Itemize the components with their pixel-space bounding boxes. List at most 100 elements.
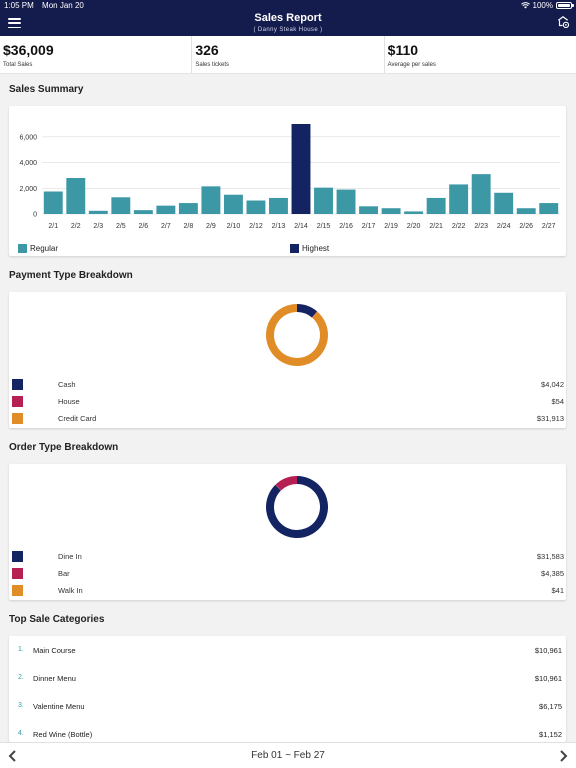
category-value: $6,175 — [539, 702, 562, 711]
bar-2/1 — [43, 191, 63, 214]
battery-percent: 100% — [532, 1, 553, 10]
x-tick-label: 2/12 — [249, 223, 263, 230]
bar-2/6 — [133, 210, 153, 214]
wifi-icon — [520, 2, 530, 9]
payment-row-house: House $54 — [9, 393, 566, 410]
date-range-label[interactable]: Feb 01 ~ Feb 27 — [251, 750, 325, 761]
donut-slice-credit-card — [266, 304, 328, 366]
x-tick-label: 2/20 — [407, 223, 421, 230]
x-tick-label: 2/10 — [227, 223, 241, 230]
legend-label-regular: Regular — [30, 244, 59, 253]
donut-slice-bar — [275, 476, 298, 491]
legend-regular: Regular — [18, 244, 58, 253]
x-tick-label: 2/2 — [71, 223, 81, 230]
payment-breakdown-heading: Payment Type Breakdown — [9, 270, 133, 281]
summary-stats: $36,009 Total Sales 326 Sales tickets $1… — [0, 36, 576, 74]
order-label: Bar — [58, 569, 70, 578]
category-value: $10,961 — [534, 646, 562, 655]
x-tick-label: 2/21 — [429, 223, 443, 230]
sales-summary-card: 0 2,000 4,000 6,000 2/1 2/2 2/3 2/5 2/6 2/7 2/8 2/9… — [9, 106, 566, 256]
category-rank: 4. — [18, 730, 24, 737]
x-tick-label: 2/14 — [294, 223, 308, 230]
bar-2/23 — [471, 174, 491, 214]
payment-row-credit-card: Credit Card $31,913 — [9, 410, 566, 427]
y-tick-label: 6,000 — [19, 134, 37, 141]
donut-slice-dine-in — [266, 476, 328, 538]
category-rank: 3. — [18, 702, 24, 709]
payment-label: Cash — [58, 380, 76, 389]
bar-2/14 — [291, 124, 311, 214]
category-name: Dinner Menu — [33, 674, 76, 683]
category-name: Red Wine (Bottle) — [33, 730, 93, 739]
bar-2/10 — [223, 194, 243, 214]
bar-2/24 — [494, 192, 514, 214]
stat-label: Total Sales — [3, 62, 33, 68]
status-time: 1:05 PM — [4, 1, 34, 10]
category-rank: 2. — [18, 674, 24, 681]
x-tick-label: 2/7 — [161, 223, 171, 230]
x-tick-label: 2/1 — [48, 223, 58, 230]
y-tick-label: 2,000 — [19, 186, 37, 193]
category-row[interactable]: 2. Dinner Menu $10,961 — [9, 664, 566, 692]
chevron-left-icon[interactable] — [8, 750, 18, 762]
x-tick-label: 2/3 — [93, 223, 103, 230]
x-tick-label: 2/9 — [206, 223, 216, 230]
bar-2/21 — [426, 197, 446, 214]
status-bar-left: 1:05 PM Mon Jan 20 — [4, 1, 90, 10]
status-bar-right: 100% — [520, 1, 574, 10]
y-tick-label: 0 — [33, 212, 37, 219]
stat-sales-tickets: 326 Sales tickets — [192, 36, 385, 73]
legend-swatch-regular — [18, 244, 27, 253]
category-value: $1,152 — [539, 730, 562, 739]
category-row[interactable]: 3. Valentine Menu $6,175 — [9, 692, 566, 720]
top-categories-card: 1. Main Course $10,961 2. Dinner Menu $1… — [9, 636, 566, 742]
category-row[interactable]: 1. Main Course $10,961 — [9, 636, 566, 664]
x-tick-label: 2/6 — [138, 223, 148, 230]
chevron-right-icon[interactable] — [558, 750, 568, 762]
category-row[interactable]: 4. Red Wine (Bottle) $1,152 — [9, 720, 566, 742]
order-row-bar: Bar $4,385 — [9, 565, 566, 582]
payment-breakdown-card: Cash $4,042 House $54 Credit Card $31,91… — [9, 292, 566, 428]
x-tick-label: 2/5 — [116, 223, 126, 230]
payment-value: $31,913 — [536, 414, 564, 423]
order-donut-chart — [266, 476, 328, 538]
hamburger-menu-icon[interactable] — [8, 18, 21, 28]
x-tick-label: 2/8 — [184, 223, 194, 230]
swatch — [12, 379, 23, 390]
bar-2/17 — [359, 206, 379, 214]
page-title: Sales Report — [254, 12, 322, 24]
x-tick-label: 2/23 — [474, 223, 488, 230]
x-tick-label: 2/26 — [519, 223, 533, 230]
bar-2/22 — [449, 184, 469, 214]
donut-slice-cash — [296, 304, 318, 318]
order-breakdown-card: Dine In $31,583 Bar $4,385 Walk In $41 — [9, 464, 566, 600]
bar-2/5 — [111, 197, 131, 214]
order-value: $31,583 — [536, 552, 564, 561]
bar-2/15 — [314, 187, 333, 214]
order-label: Walk In — [58, 586, 83, 595]
payment-value: $54 — [551, 397, 564, 406]
category-rank: 1. — [18, 646, 24, 653]
category-name: Main Course — [33, 646, 76, 655]
bar-2/13 — [269, 197, 288, 214]
legend-highest: Highest — [290, 244, 329, 253]
stat-value: $110 — [387, 42, 419, 58]
status-date: Mon Jan 20 — [42, 1, 84, 10]
order-breakdown-heading: Order Type Breakdown — [9, 442, 119, 453]
swatch — [12, 413, 23, 424]
y-tick-label: 4,000 — [19, 160, 37, 167]
payment-row-cash: Cash $4,042 — [9, 376, 566, 393]
bar-2/8 — [178, 203, 198, 214]
sales-summary-heading: Sales Summary — [9, 84, 84, 95]
order-value: $4,385 — [541, 569, 564, 578]
order-row-dine-in: Dine In $31,583 — [9, 548, 566, 565]
bar-2/9 — [201, 186, 221, 214]
swatch — [12, 551, 23, 562]
payment-label: House — [58, 397, 80, 406]
store-name: ( Danny Steak House ) — [253, 27, 323, 33]
store-settings-icon[interactable] — [556, 15, 570, 29]
legend-label-highest: Highest — [302, 244, 330, 253]
payment-label: Credit Card — [58, 414, 97, 423]
category-value: $10,961 — [534, 674, 562, 683]
stat-label: Average per sales — [387, 62, 436, 68]
